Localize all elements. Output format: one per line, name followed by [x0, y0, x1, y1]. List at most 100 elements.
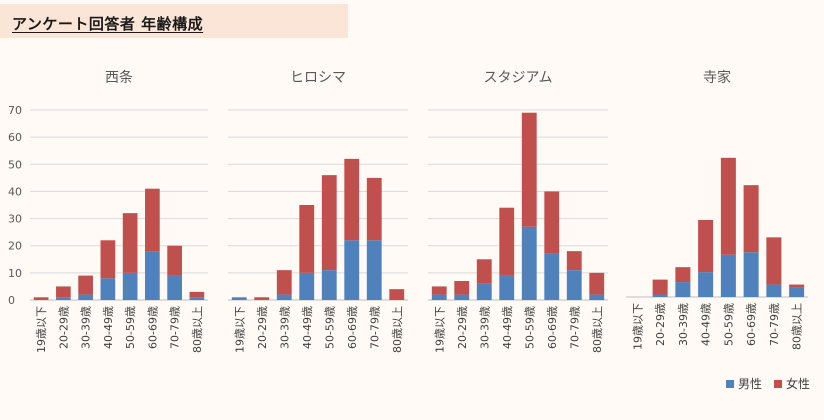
category-label: 50-59歳: [523, 306, 536, 349]
bar-male-5: [145, 251, 160, 300]
category-label: 80歳以上: [791, 303, 804, 350]
category-label: 50-59歳: [323, 306, 336, 349]
bar-male-5: [743, 252, 759, 297]
chart-title-3: 寺家: [703, 69, 731, 86]
bar-male-3: [299, 272, 315, 300]
bar-male-6: [566, 270, 582, 300]
bar-female-6: [566, 251, 582, 271]
bar-male-2: [78, 294, 93, 300]
bar-female-5: [743, 185, 759, 253]
y-tick-label: 20: [8, 240, 22, 253]
category-label: 60-69歳: [346, 306, 359, 349]
y-tick-label: 40: [8, 185, 22, 198]
category-label: 30-39歳: [478, 306, 491, 349]
category-label: 70-79歳: [169, 306, 182, 349]
legend-label-male: 男性: [737, 377, 762, 391]
category-label: 70-79歳: [368, 306, 381, 349]
y-tick-label: 60: [8, 131, 22, 144]
bar-female-0: [33, 297, 49, 300]
bar-male-7: [789, 287, 805, 297]
chart-title-2: スタジアム: [483, 70, 552, 86]
bar-male-6: [167, 275, 182, 300]
legend-swatch-female: [773, 379, 782, 388]
category-label: 30-39歳: [677, 303, 690, 346]
legend-label-female: 女性: [785, 377, 810, 391]
bar-female-2: [476, 259, 492, 284]
category-label: 60-69歳: [146, 306, 159, 349]
bar-male-5: [544, 253, 560, 300]
y-tick-label: 0: [8, 294, 15, 307]
category-label: 20-29歳: [256, 306, 269, 349]
bar-female-4: [720, 157, 736, 255]
bar-female-6: [766, 237, 782, 285]
y-tick-label: 10: [8, 267, 22, 280]
bar-male-2: [276, 294, 292, 300]
bar-female-4: [521, 112, 537, 227]
category-label: 20-29歳: [456, 306, 469, 349]
bar-female-6: [366, 177, 382, 241]
category-label: 50-59歳: [722, 303, 735, 346]
bar-female-7: [389, 289, 405, 300]
category-label: 60-69歳: [745, 303, 758, 346]
category-label: 30-39歳: [80, 306, 93, 349]
bar-male-3: [499, 275, 515, 300]
bar-female-2: [276, 270, 292, 295]
bar-female-4: [122, 213, 138, 273]
y-tick-label: 70: [8, 104, 22, 117]
bar-female-5: [145, 188, 160, 252]
bar-female-5: [344, 158, 360, 241]
bar-female-5: [544, 191, 560, 254]
category-label: 19歳以下: [233, 306, 246, 353]
category-label: 20-29歳: [654, 303, 667, 346]
bar-male-0: [231, 297, 247, 300]
bar-female-7: [589, 272, 605, 295]
bar-female-7: [189, 291, 205, 298]
bar-male-4: [321, 270, 337, 300]
bar-male-1: [652, 294, 668, 297]
bar-female-1: [254, 297, 270, 300]
bar-female-7: [789, 284, 805, 288]
bar-male-1: [454, 294, 470, 300]
bar-male-7: [189, 297, 205, 300]
bar-female-6: [167, 245, 182, 276]
bar-female-3: [499, 207, 515, 276]
category-label: 40-49歳: [102, 306, 115, 349]
category-label: 70-79歳: [568, 306, 581, 349]
y-tick-label: 50: [8, 158, 22, 171]
bar-male-4: [720, 254, 736, 297]
bar-male-3: [698, 272, 714, 297]
bar-female-3: [100, 240, 116, 279]
category-label: 60-69歳: [546, 306, 559, 349]
bar-female-2: [78, 275, 93, 295]
bar-female-2: [675, 267, 691, 283]
category-label: 50-59歳: [124, 306, 137, 349]
chart-title-0: 西条: [105, 69, 133, 86]
bar-male-6: [366, 240, 382, 300]
title-banner: アンケート回答者 年齢構成: [0, 4, 348, 38]
category-label: 40-49歳: [301, 306, 314, 349]
bar-male-0: [431, 294, 447, 300]
chart-title-1: ヒロシマ: [290, 70, 346, 86]
category-label: 19歳以下: [631, 303, 644, 350]
legend: 男性 女性: [725, 375, 810, 392]
category-label: 40-49歳: [501, 306, 514, 349]
legend-item-male: 男性: [725, 375, 762, 392]
bar-male-5: [344, 240, 360, 300]
category-label: 80歳以上: [391, 306, 404, 353]
category-label: 70-79歳: [768, 303, 781, 346]
bar-female-1: [652, 279, 668, 295]
category-label: 30-39歳: [278, 306, 291, 349]
bar-male-7: [589, 294, 605, 300]
bar-female-3: [299, 205, 315, 273]
y-tick-label: 30: [8, 213, 22, 226]
category-label: 80歳以上: [191, 306, 204, 353]
bar-female-1: [56, 286, 71, 298]
page-title: アンケート回答者 年齢構成: [12, 15, 204, 33]
bar-male-2: [675, 282, 691, 297]
category-label: 19歳以下: [35, 306, 48, 353]
category-label: 40-49歳: [700, 303, 713, 346]
bar-male-4: [122, 272, 138, 300]
legend-item-female: 女性: [773, 375, 810, 392]
bar-male-2: [476, 283, 492, 300]
